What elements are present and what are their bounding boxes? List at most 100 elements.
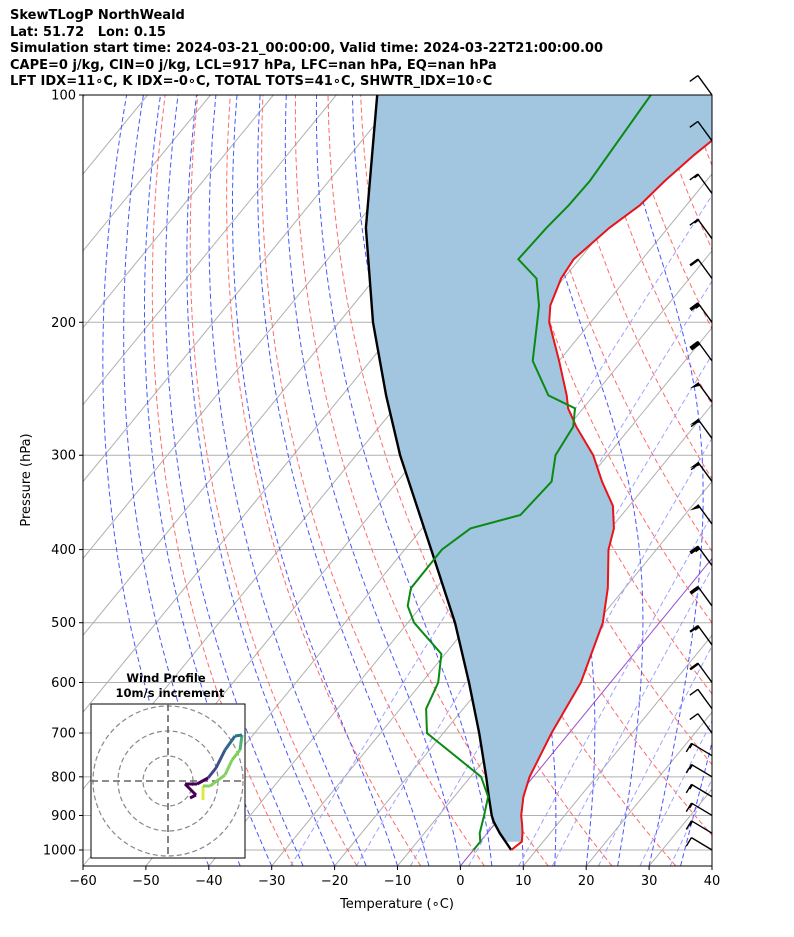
- wind-barb: [689, 585, 713, 607]
- isotherm-line: [83, 95, 274, 329]
- mixing-ratio-line: [355, 280, 712, 866]
- y-tick-label: 500: [51, 616, 76, 631]
- moist-adiabat: [315, 95, 493, 866]
- dry-adiabat: [226, 95, 422, 866]
- dry-adiabat: [151, 95, 294, 866]
- x-tick-label: 30: [641, 874, 658, 889]
- dry-adiabat: [327, 95, 613, 866]
- wind-barb: [689, 504, 713, 525]
- dewpoint-line: [406, 95, 652, 851]
- cape-cin-shading: [365, 95, 712, 842]
- isotherm-line: [648, 788, 712, 866]
- dry-adiabat: [719, 95, 794, 866]
- x-tick-label: −60: [69, 874, 96, 889]
- hodograph-segment: [238, 734, 244, 751]
- isotherm-line: [711, 865, 712, 866]
- isotherm-line: [83, 95, 463, 560]
- wind-barb: [685, 837, 713, 851]
- moist-adiabat: [612, 95, 704, 866]
- isotherm-line: [522, 634, 712, 866]
- x-tick-label: 0: [456, 874, 464, 889]
- mixing-ratio-line: [518, 513, 712, 866]
- isotherm-line: [83, 95, 400, 483]
- y-tick-label: 100: [51, 89, 76, 104]
- wind-profile-inset: Wind Profile 10m/s increment: [90, 671, 246, 859]
- wind-barb: [685, 820, 713, 834]
- parcel-line: [364, 95, 513, 851]
- wind-barb: [689, 120, 713, 142]
- wind-barb: [689, 688, 713, 710]
- moist-adiabat: [711, 864, 712, 866]
- temperature-line: [510, 139, 712, 851]
- wind-barb: [689, 340, 713, 362]
- hodograph-segment: [234, 733, 243, 738]
- dry-adiabat: [653, 95, 712, 251]
- hodograph-segment: [214, 749, 227, 769]
- hodograph-segment: [230, 749, 242, 761]
- dry-adiabat: [490, 95, 712, 624]
- x-tick-label: 40: [704, 874, 721, 889]
- x-tick-label: 20: [578, 874, 595, 889]
- inset-title: Wind Profile: [126, 671, 206, 685]
- y-axis-label: Pressure (hPa): [19, 433, 34, 526]
- inset-subtitle: 10m/s increment: [116, 686, 225, 700]
- moist-adiabat: [680, 740, 712, 866]
- indices-text-2: LFT IDX=11∘C, K IDX=-0∘C, TOTAL TOTS=41∘…: [10, 74, 493, 89]
- hodograph-segment: [189, 793, 197, 800]
- dry-adiabat: [784, 95, 794, 866]
- wind-barb: [689, 713, 713, 734]
- mixing-ratio-line: [551, 567, 712, 866]
- isotherm-line: [83, 95, 211, 252]
- time-text: Simulation start time: 2024-03-21_00:00:…: [10, 41, 603, 56]
- y-tick-label: 300: [51, 449, 76, 464]
- chart-header: SkewTLogP NorthWeald Lat: 51.72 Lon: 0.1…: [10, 8, 603, 91]
- isotherm-line: [585, 711, 712, 866]
- x-tick-label: −20: [321, 874, 348, 889]
- isotherm-line: [334, 403, 712, 866]
- moist-adiabat: [186, 95, 336, 866]
- wind-barb: [685, 802, 713, 817]
- moist-adiabat: [208, 95, 367, 866]
- isotherm-line: [83, 95, 337, 406]
- moist-adiabat: [144, 95, 273, 866]
- wind-barb: [689, 258, 713, 279]
- isotherm-line: [83, 95, 86, 98]
- location-text: Lat: 51.72 Lon: 0.15: [10, 24, 166, 40]
- hodograph-segment: [183, 782, 198, 797]
- y-tick-label: 600: [51, 676, 76, 691]
- wind-barb: [689, 418, 713, 439]
- wind-barb: [685, 742, 713, 757]
- y-tick-label: 200: [51, 316, 76, 331]
- moist-adiabat: [257, 95, 430, 866]
- wind-barb: [685, 763, 713, 778]
- dry-adiabat: [523, 95, 712, 553]
- hodograph-segment: [206, 767, 218, 779]
- x-tick-label: −10: [384, 874, 411, 889]
- y-tick-label: 800: [51, 770, 76, 785]
- wind-barbs: [685, 75, 713, 851]
- wind-barb: [689, 662, 713, 683]
- dry-adiabat: [189, 95, 358, 866]
- chart-title: SkewTLogP NorthWeald: [10, 8, 185, 23]
- wind-barb: [685, 783, 713, 798]
- hodograph-segment: [196, 776, 209, 786]
- mixing-ratio-line: [639, 719, 712, 866]
- moist-adiabat: [232, 95, 398, 866]
- dry-adiabat: [261, 95, 485, 866]
- wind-barb: [689, 75, 713, 96]
- y-tick-label: 400: [51, 543, 76, 558]
- moist-adiabat: [520, 95, 644, 866]
- x-axis: −60 −50 −40 −30 −20 −10 0 10 20 30 40: [69, 866, 720, 889]
- y-tick-label: 700: [51, 727, 76, 742]
- isotherm-line: [460, 557, 712, 866]
- wind-barb: [689, 461, 713, 482]
- moist-adiabat: [165, 95, 304, 866]
- dry-adiabat: [752, 95, 794, 866]
- y-tick-label: 1000: [43, 844, 76, 859]
- mixing-ratio-line: [597, 644, 712, 866]
- wind-barb: [689, 624, 713, 646]
- y-axis: 100 200 300 400 500 600 700 800 900 1000: [43, 89, 83, 859]
- profiles: [364, 95, 712, 851]
- wind-barb: [689, 302, 713, 323]
